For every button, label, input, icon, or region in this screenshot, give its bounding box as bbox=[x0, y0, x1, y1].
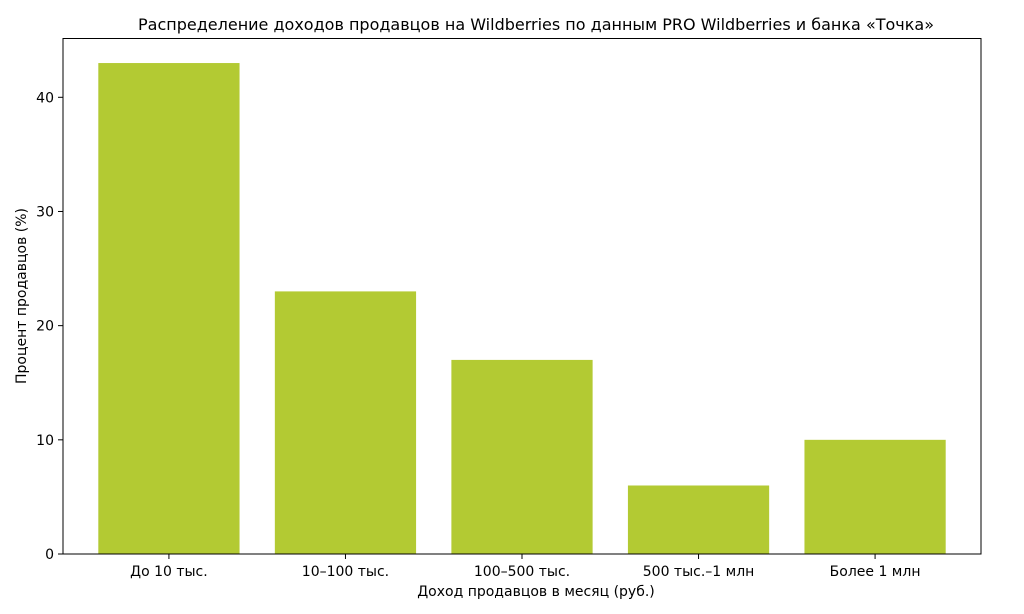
y-tick-label-4: 40 bbox=[36, 90, 54, 106]
x-tick-label-0: До 10 тыс. bbox=[130, 564, 208, 580]
bar-2 bbox=[451, 359, 593, 554]
bar-4 bbox=[804, 439, 946, 554]
x-axis-ticks: До 10 тыс. 10–100 тыс. 100–500 тыс. 500 тыс… bbox=[130, 554, 920, 580]
y-axis-ticks: 0 10 20 30 40 bbox=[36, 90, 63, 563]
chart-title: Распределение доходов продавцов на Wildb… bbox=[138, 15, 934, 34]
bar-0 bbox=[98, 63, 240, 555]
bars-group bbox=[98, 63, 946, 555]
x-tick-label-4: Более 1 млн bbox=[830, 564, 921, 580]
x-axis-label: Доход продавцов в месяц (руб.) bbox=[417, 584, 655, 600]
y-tick-label-0: 0 bbox=[45, 547, 54, 563]
y-axis-label: Процент продавцов (%) bbox=[14, 208, 30, 384]
x-tick-label-2: 100–500 тыс. bbox=[474, 564, 570, 580]
y-tick-label-1: 10 bbox=[36, 433, 54, 449]
y-tick-label-3: 30 bbox=[36, 204, 54, 220]
x-tick-label-3: 500 тыс.–1 млн bbox=[643, 564, 755, 580]
y-tick-label-2: 20 bbox=[36, 319, 54, 335]
bar-1 bbox=[274, 291, 417, 554]
bar-3 bbox=[627, 485, 770, 554]
x-tick-label-1: 10–100 тыс. bbox=[302, 564, 389, 580]
